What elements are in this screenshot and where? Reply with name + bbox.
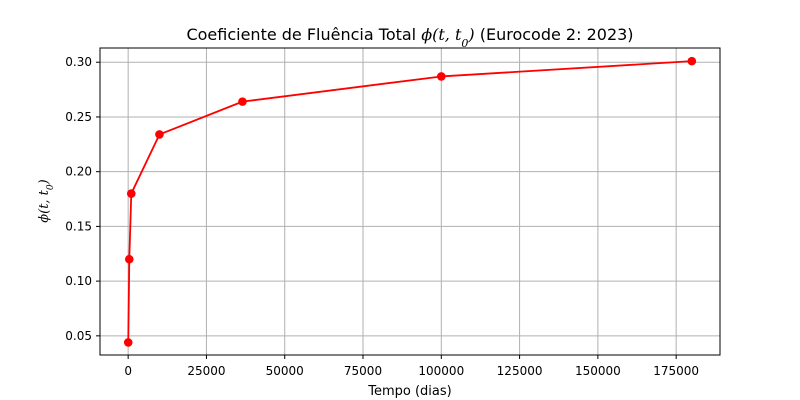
data-point bbox=[126, 189, 136, 198]
y-axis-label-close: ) bbox=[37, 179, 52, 185]
y-tick-layer: 0.05 0.10 0.15 0.20 0.25 0.30 bbox=[65, 55, 100, 343]
data-point bbox=[123, 338, 133, 347]
plot-frame bbox=[99, 47, 721, 356]
chart-title-symbol: ϕ(t, t bbox=[421, 25, 462, 44]
chart-title-suffix: (Eurocode 2: 2023) bbox=[475, 25, 634, 44]
x-tick-label: 0 bbox=[124, 364, 132, 378]
y-tick-label: 0.10 bbox=[65, 274, 92, 288]
y-axis-label-symbol: ϕ(t, t bbox=[37, 189, 52, 222]
chart-title-subscript: 0 bbox=[461, 37, 468, 50]
x-tick-label: 50000 bbox=[266, 364, 304, 378]
chart-title: Coeficiente de Fluência Total ϕ(t, t0) (… bbox=[186, 25, 633, 50]
y-tick-label: 0.15 bbox=[65, 219, 92, 233]
data-point bbox=[124, 254, 134, 264]
data-point bbox=[155, 130, 164, 139]
y-tick-label: 0.20 bbox=[65, 165, 92, 179]
x-tick-label: 75000 bbox=[344, 364, 382, 378]
chart-title-symbol-close: ) bbox=[467, 25, 474, 44]
x-tick-label: 175000 bbox=[653, 364, 699, 378]
x-tick-label: 100000 bbox=[418, 364, 464, 378]
y-axis-label: ϕ(t, t0) bbox=[37, 179, 56, 222]
x-tick-layer: 0 25000 50000 75000 100000 125000 150000 175000 bbox=[124, 355, 699, 378]
y-tick-label: 0.05 bbox=[65, 329, 92, 343]
data-point bbox=[687, 56, 697, 66]
x-axis-label: Tempo (dias) bbox=[367, 384, 451, 399]
x-tick-label: 150000 bbox=[575, 364, 621, 378]
y-tick-label: 0.25 bbox=[65, 110, 92, 124]
y-axis-label-subscript: 0 bbox=[46, 184, 56, 190]
y-tick-label: 0.30 bbox=[65, 55, 92, 69]
grid-layer bbox=[100, 48, 720, 355]
series-layer bbox=[123, 56, 697, 347]
x-tick-label: 125000 bbox=[497, 364, 543, 378]
data-point bbox=[238, 97, 247, 106]
chart-title-prefix: Coeficiente de Fluência Total bbox=[186, 25, 421, 44]
x-tick-label: 25000 bbox=[187, 364, 225, 378]
data-point bbox=[436, 72, 446, 81]
